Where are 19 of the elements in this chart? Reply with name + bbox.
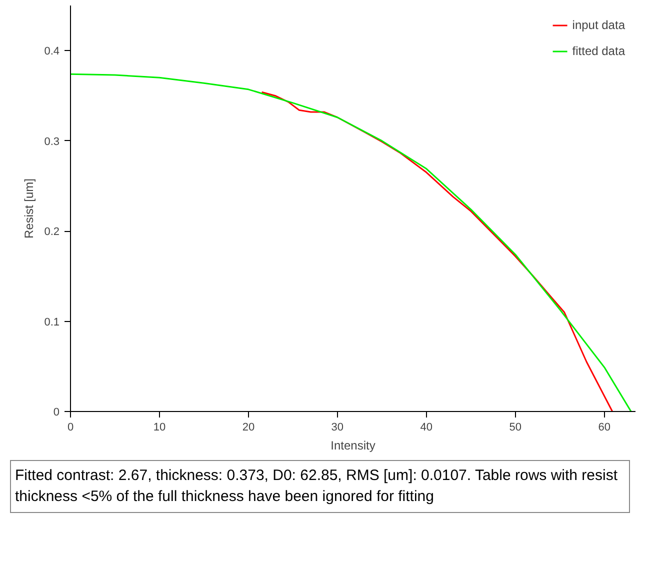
x-tick-label: 10 <box>153 422 166 434</box>
x-tick-label: 20 <box>242 422 255 434</box>
line-series <box>70 73 632 412</box>
y-tick-label: 0.2 <box>44 226 60 238</box>
x-tick-label: 60 <box>598 422 610 434</box>
legend-label: fitted data <box>572 44 625 58</box>
y-tick-label: 0.1 <box>44 316 60 328</box>
x-tick-label: 40 <box>420 422 433 434</box>
y-tick-label: 0 <box>53 406 60 418</box>
line-series <box>261 91 614 412</box>
x-tick-label: 50 <box>509 422 522 434</box>
text: Fitted contrast: 2.67, thickness: 0.373, D0: 62.85, RMS [um]: 0.0107. Table rows with resist thickness <5% of the full thickness have been ignored for fitting <box>15 466 619 508</box>
x-axis-title: Intensity <box>330 438 376 452</box>
legend-label: input data <box>572 18 625 32</box>
y-tick-label: 0.3 <box>44 136 60 148</box>
y-axis-title: Resist [um] <box>22 178 36 239</box>
x-tick-label: 0 <box>67 422 74 434</box>
y-tick-label: 0.4 <box>44 46 60 58</box>
x-tick-label: 30 <box>331 422 344 434</box>
